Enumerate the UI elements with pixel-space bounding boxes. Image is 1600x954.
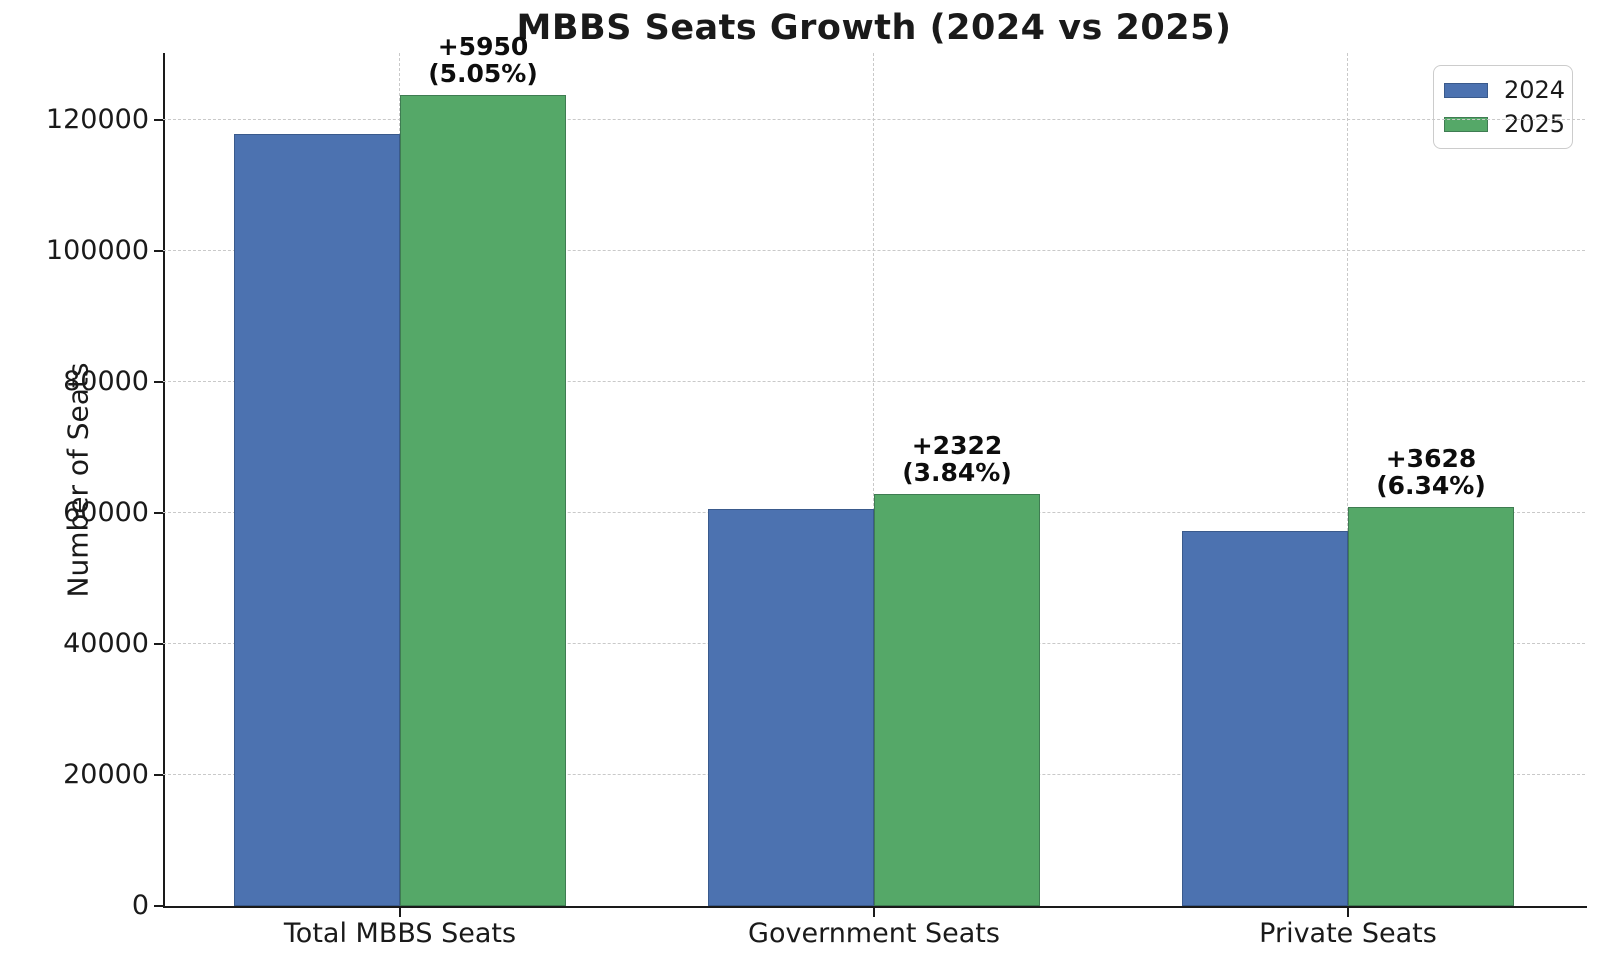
growth-annotation: +2322 (3.84%) bbox=[807, 432, 1107, 486]
y-tick bbox=[154, 905, 163, 908]
bar-2024-2 bbox=[1182, 530, 1348, 906]
growth-percent: (6.34%) bbox=[1376, 471, 1486, 501]
growth-annotation: +3628 (6.34%) bbox=[1281, 445, 1581, 499]
y-tick-label: 20000 bbox=[63, 758, 149, 790]
bar-2025-2 bbox=[1348, 507, 1514, 906]
y-tick-label: 0 bbox=[131, 890, 149, 921]
y-tick bbox=[154, 773, 163, 777]
x-tick-label: Government Seats bbox=[748, 918, 1000, 949]
growth-delta: +3628 bbox=[1385, 444, 1477, 474]
growth-delta: +2322 bbox=[911, 431, 1003, 461]
x-tick bbox=[399, 908, 402, 917]
legend-item-2024: 2024 bbox=[1444, 76, 1566, 104]
y-axis-label: Number of Seats bbox=[61, 362, 95, 598]
bar-2025-1 bbox=[874, 494, 1040, 906]
v-gridline bbox=[1347, 53, 1348, 906]
legend-swatch-2025 bbox=[1444, 116, 1488, 132]
h-gridline bbox=[163, 118, 1585, 120]
growth-delta: +5950 bbox=[437, 32, 529, 62]
y-tick-label: 40000 bbox=[63, 627, 149, 659]
chart-title: MBBS Seats Growth (2024 vs 2025) bbox=[516, 8, 1232, 48]
y-tick-label: 80000 bbox=[63, 365, 149, 397]
legend-label-2025: 2025 bbox=[1504, 110, 1566, 138]
growth-percent: (5.05%) bbox=[428, 59, 538, 89]
bar-2025-0 bbox=[400, 95, 566, 906]
bar-2024-1 bbox=[708, 509, 874, 906]
plot-area bbox=[163, 53, 1587, 908]
growth-annotation: +5950 (5.05%) bbox=[333, 33, 633, 87]
legend-swatch-2024 bbox=[1444, 82, 1488, 98]
x-tick-label: Total MBBS Seats bbox=[283, 918, 517, 949]
y-tick bbox=[154, 118, 163, 121]
h-gridline bbox=[163, 380, 1585, 382]
y-tick bbox=[154, 642, 163, 646]
x-tick bbox=[1347, 908, 1350, 917]
y-tick bbox=[154, 511, 163, 515]
h-gridline bbox=[163, 249, 1585, 251]
legend: 2024 2025 bbox=[1433, 65, 1573, 149]
x-tick-label: Private Seats bbox=[1259, 918, 1437, 949]
y-tick-label: 60000 bbox=[63, 496, 149, 528]
growth-percent: (3.84%) bbox=[902, 458, 1012, 488]
y-tick bbox=[154, 249, 163, 252]
y-tick bbox=[154, 380, 163, 384]
bar-2024-0 bbox=[234, 134, 400, 906]
legend-label-2024: 2024 bbox=[1504, 76, 1566, 104]
y-tick-label: 120000 bbox=[45, 103, 149, 135]
legend-item-2025: 2025 bbox=[1444, 110, 1566, 138]
x-tick bbox=[873, 908, 876, 917]
v-gridline bbox=[873, 53, 874, 906]
y-tick-label: 100000 bbox=[45, 234, 149, 266]
